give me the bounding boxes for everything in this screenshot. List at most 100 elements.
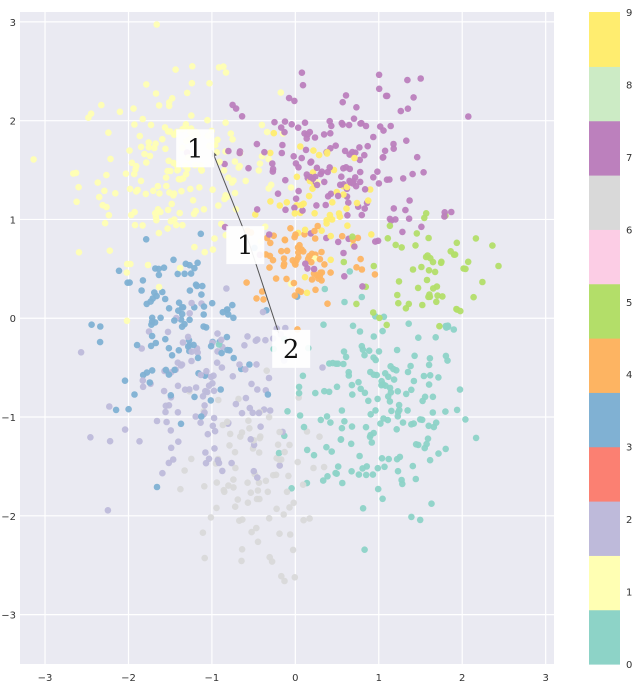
scatter-point (288, 485, 295, 492)
scatter-point (188, 299, 195, 307)
x-tick-label: 0 (292, 673, 298, 684)
scatter-point (291, 210, 299, 217)
scatter-point (174, 382, 182, 390)
scatter-point (257, 423, 264, 431)
scatter-point (155, 102, 163, 109)
scatter-point (73, 198, 80, 206)
scatter-point (409, 266, 417, 273)
scatter-point (153, 21, 160, 28)
scatter-point (351, 154, 358, 162)
scatter-point (393, 455, 401, 463)
scatter-point (97, 323, 104, 330)
scatter-point (181, 467, 188, 474)
scatter-point (167, 392, 175, 399)
scatter-point (139, 115, 146, 123)
scatter-point (154, 182, 162, 190)
scatter-point (225, 311, 232, 318)
scatter-point (295, 187, 302, 195)
colorbar-label: 6 (626, 225, 632, 236)
scatter-point (444, 322, 452, 330)
scatter-point (322, 201, 330, 209)
scatter-point (282, 206, 289, 214)
scatter-point (296, 412, 304, 419)
scatter-point (347, 440, 355, 448)
scatter-point (283, 247, 291, 255)
colorbar-label: 8 (626, 80, 632, 91)
scatter-point (370, 174, 377, 181)
scatter-point (291, 292, 299, 299)
scatter-point (300, 516, 307, 524)
scatter-point (399, 175, 407, 182)
scatter-point (238, 409, 246, 417)
scatter-point (126, 147, 133, 154)
scatter-point (187, 185, 194, 193)
scatter-point (188, 79, 196, 87)
scatter-point (137, 177, 145, 185)
scatter-point (199, 282, 206, 290)
scatter-point (213, 359, 221, 367)
digit-thumbnail: 2 (272, 329, 311, 368)
scatter-point (424, 252, 431, 259)
scatter-point (366, 433, 374, 441)
scatter-point (112, 406, 120, 414)
scatter-point (450, 326, 458, 333)
scatter-point (161, 295, 169, 303)
scatter-point (390, 145, 398, 152)
scatter-point (361, 151, 368, 159)
scatter-point (301, 226, 309, 234)
scatter-point (358, 211, 366, 219)
scatter-point (291, 204, 298, 212)
scatter-point (131, 121, 138, 128)
digit-thumbnail: 1 (226, 226, 265, 265)
scatter-point (258, 121, 266, 129)
scatter-point (222, 119, 229, 126)
scatter-point (210, 372, 217, 380)
scatter-point (301, 119, 309, 126)
scatter-point (131, 391, 138, 398)
scatter-point (244, 333, 251, 340)
scatter-point (202, 449, 209, 456)
scatter-point (345, 121, 353, 129)
scatter-point (245, 164, 252, 172)
scatter-point (345, 368, 353, 376)
scatter-point (320, 131, 328, 138)
digit-thumbnail-box (176, 129, 215, 168)
scatter-point (162, 145, 169, 153)
scatter-point (196, 184, 203, 191)
scatter-point (263, 128, 271, 136)
scatter-point (192, 384, 200, 391)
scatter-point (255, 409, 263, 417)
scatter-point (126, 185, 134, 193)
scatter-point (198, 413, 205, 420)
colorbar-label: 4 (626, 370, 632, 381)
colorbar-label: 7 (626, 153, 632, 164)
scatter-point (365, 397, 372, 405)
scatter-point (394, 291, 401, 299)
scatter-point (184, 333, 192, 341)
scatter-point (425, 293, 432, 301)
scatter-point (341, 147, 349, 155)
scatter-point (230, 314, 237, 322)
scatter-point (418, 263, 425, 271)
scatter-point (472, 235, 480, 242)
scatter-point (215, 202, 222, 209)
scatter-point (200, 206, 208, 213)
scatter-point (390, 140, 397, 148)
scatter-point (107, 155, 114, 163)
scatter-point (432, 334, 440, 341)
scatter-point (200, 303, 208, 310)
scatter-point (404, 76, 411, 84)
scatter-point (353, 300, 360, 308)
scatter-point (189, 63, 196, 70)
scatter-point (350, 115, 358, 122)
scatter-point (179, 221, 186, 229)
scatter-point (136, 438, 143, 445)
scatter-point (287, 184, 295, 191)
scatter-point (303, 446, 311, 454)
scatter-point (375, 180, 383, 187)
scatter-point (368, 439, 376, 446)
scatter-point (223, 418, 231, 426)
scatter-point (211, 427, 219, 435)
scatter-point (355, 471, 363, 478)
